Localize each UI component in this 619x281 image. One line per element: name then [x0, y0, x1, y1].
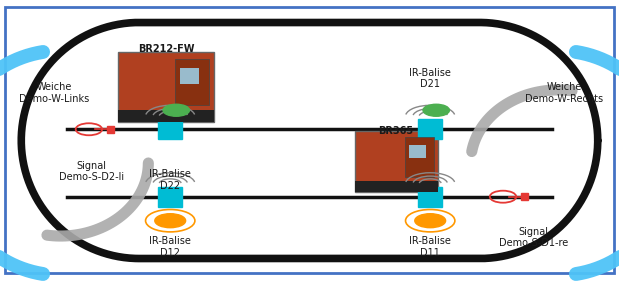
Polygon shape [422, 179, 438, 207]
Bar [158, 187, 182, 207]
Bar [158, 119, 182, 139]
Text: IR-Balise
D11: IR-Balise D11 [409, 237, 451, 258]
Circle shape [415, 214, 446, 228]
Bar [355, 131, 438, 192]
Bar [118, 52, 214, 122]
Bar [355, 181, 438, 192]
Bar [418, 187, 442, 207]
Bar [409, 145, 426, 158]
Text: Signal
Demo-S-D2-li: Signal Demo-S-D2-li [59, 161, 124, 182]
Circle shape [163, 104, 189, 116]
Bar [175, 59, 209, 105]
Text: BR365: BR365 [379, 126, 413, 136]
Text: BR212-FW: BR212-FW [137, 44, 194, 54]
Text: IR-Balise
D22: IR-Balise D22 [149, 169, 191, 191]
Bar [405, 137, 434, 177]
Circle shape [155, 214, 186, 228]
Bar [180, 68, 199, 84]
Bar [118, 110, 214, 122]
Text: IR-Balise
D21: IR-Balise D21 [409, 68, 451, 89]
Text: Weiche
Demo-W-Rechts: Weiche Demo-W-Rechts [526, 82, 604, 103]
Circle shape [423, 104, 449, 116]
Text: Weiche
Demo-W-Links: Weiche Demo-W-Links [19, 82, 90, 103]
Text: Signal
Demo-S-D1-re: Signal Demo-S-D1-re [499, 227, 568, 248]
Bar [107, 126, 114, 133]
Polygon shape [162, 111, 178, 139]
Bar [418, 119, 442, 139]
Text: IR-Balise
D12: IR-Balise D12 [149, 237, 191, 258]
Bar [521, 193, 528, 200]
